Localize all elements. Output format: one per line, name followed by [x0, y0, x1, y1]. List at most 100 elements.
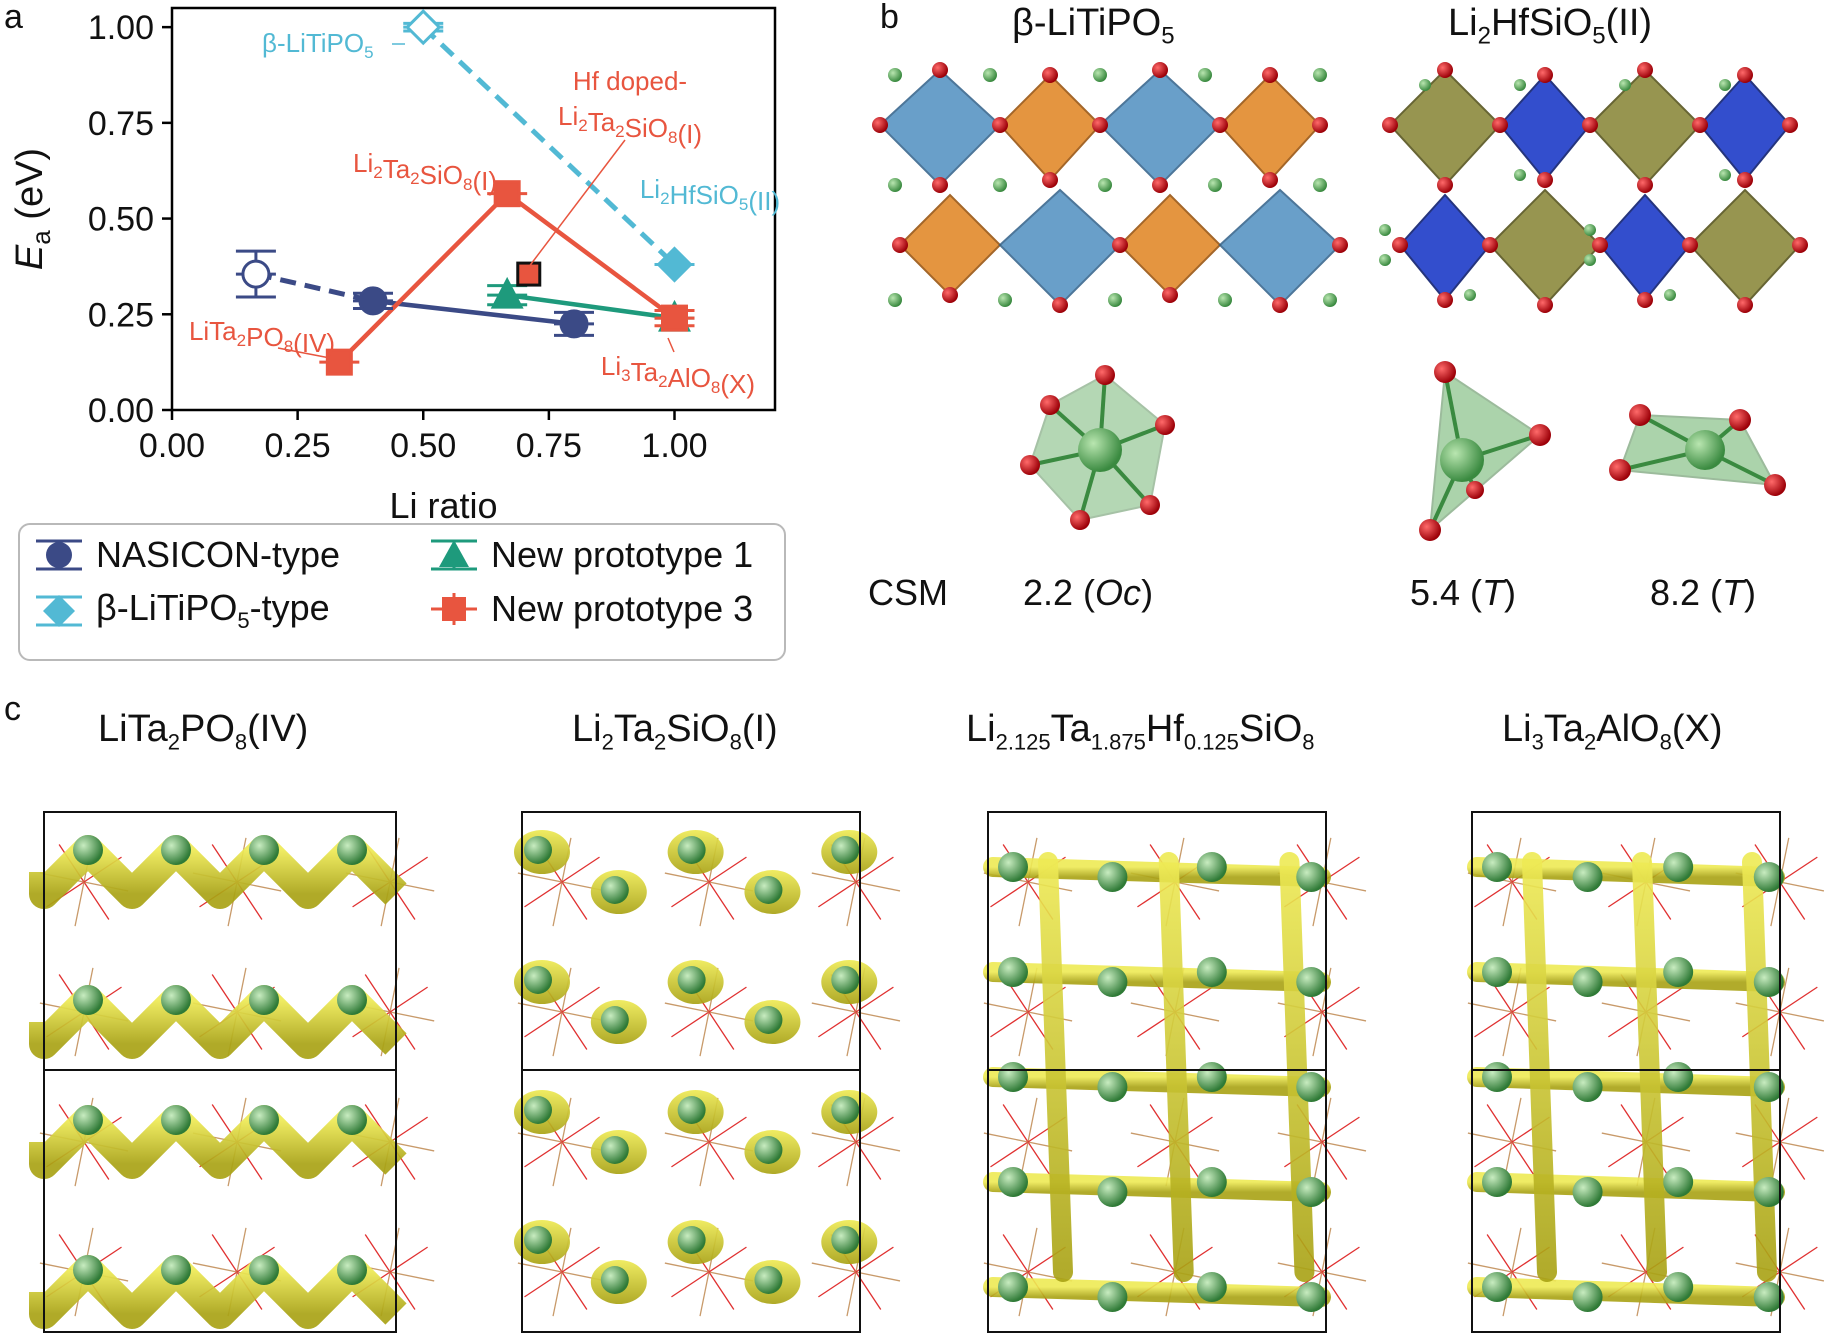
bond-line	[1321, 1271, 1367, 1282]
bond-line	[671, 1141, 710, 1168]
unit-cell-box	[987, 811, 1327, 1333]
bond-line	[1312, 1011, 1323, 1057]
bond-line	[818, 1271, 857, 1298]
li-isosurface-panels	[29, 811, 1825, 1333]
bond-line	[855, 856, 894, 883]
li-atom	[831, 1226, 860, 1254]
bond-line	[708, 986, 747, 1013]
csm-label: CSM	[868, 572, 948, 613]
li2hfsio5-structure	[1379, 62, 1808, 313]
li-atom	[73, 1105, 103, 1135]
li-atom	[1296, 967, 1327, 997]
annotation-leader	[277, 347, 331, 359]
li-isosurface	[1467, 1067, 1785, 1097]
polyhedra-structures	[872, 62, 1808, 313]
bond-line	[1779, 986, 1818, 1013]
bond-line	[699, 1141, 710, 1187]
bond-line	[1620, 1234, 1647, 1273]
bond-line	[818, 881, 857, 908]
li-atom	[600, 876, 629, 904]
bond-line	[1779, 967, 1790, 1013]
series-line	[372, 298, 575, 327]
li-atom	[1572, 862, 1603, 892]
unit-cell-box	[43, 811, 397, 1333]
bond-line	[389, 1271, 435, 1282]
li-isosurface	[1632, 852, 1667, 1282]
li-isosurface	[1158, 852, 1194, 1282]
legend-label-proto1: New prototype 1	[491, 534, 754, 575]
bond-line	[1027, 1227, 1038, 1273]
bond-line	[517, 1002, 563, 1013]
li-atom	[754, 1136, 783, 1164]
li-atom	[1482, 1272, 1512, 1302]
legend-label-proto3: New prototype 3	[491, 588, 754, 629]
legend-item-proto1: New prototype 1	[425, 533, 753, 577]
li-atom	[1753, 862, 1784, 892]
bond-line	[389, 1011, 435, 1022]
bond-line	[1779, 881, 1825, 892]
bond-line	[561, 1116, 600, 1143]
li-isosurface	[29, 985, 407, 1059]
bond-line	[1511, 1227, 1522, 1273]
marker-circle	[559, 309, 589, 339]
li-atom	[524, 836, 552, 864]
bond-line	[811, 1132, 857, 1143]
csm-value-octahedral: 2.2 (Oc)	[1023, 572, 1154, 613]
li-atom	[249, 1255, 279, 1285]
chart-legend: NASICON-type β-LiTiPO5-type New prototyp…	[18, 523, 786, 661]
li-atom	[600, 1006, 629, 1034]
bond-line	[708, 1271, 735, 1310]
legend-label-nasicon: NASICON-type	[96, 534, 341, 575]
series-line-dashed	[421, 25, 677, 267]
li-atom	[524, 1096, 552, 1124]
li-atom	[524, 1226, 552, 1254]
bond-line	[1002, 1104, 1029, 1143]
y-tick-label: 0.50	[88, 201, 154, 239]
bond-line	[1779, 1097, 1790, 1143]
isosurface-panel-1	[29, 811, 435, 1333]
bond-line	[236, 1227, 247, 1273]
bond-line	[1779, 1227, 1790, 1273]
li-atom	[998, 1272, 1028, 1302]
bond-line	[517, 1262, 563, 1273]
marker-square	[325, 348, 353, 376]
li-atom	[1196, 1272, 1227, 1302]
bond-line	[1467, 1132, 1513, 1143]
li-atom	[998, 957, 1028, 987]
bond-line	[1474, 1141, 1513, 1168]
annotation-hf-doped: Hf doped-	[573, 66, 687, 96]
bond-line	[671, 1011, 710, 1038]
bond-line	[1620, 1104, 1647, 1143]
bond-line	[855, 881, 901, 892]
bond-line	[517, 1132, 563, 1143]
li-isosurface	[1467, 1277, 1785, 1307]
x-tick-label: 1.00	[641, 427, 707, 465]
li-atom	[1097, 1177, 1128, 1207]
bond-line	[74, 881, 85, 927]
marker-square-hf-doped	[516, 261, 542, 287]
marker-diamond	[405, 9, 442, 46]
li-atom	[600, 1136, 629, 1164]
li-isosurface	[983, 1172, 1331, 1202]
bond-line	[1486, 1234, 1513, 1273]
li-atom	[1296, 1282, 1327, 1312]
bond-line	[561, 881, 588, 920]
bond-line	[846, 881, 857, 927]
bond-line	[1770, 881, 1781, 927]
panel-letter-a: a	[4, 0, 23, 36]
li-atom	[337, 835, 367, 865]
x-tick-label: 0.00	[139, 427, 205, 465]
li-isosurface	[1467, 1172, 1785, 1202]
bond-line	[1174, 881, 1220, 892]
li-isosurface	[1038, 852, 1073, 1282]
bond-line	[1601, 1132, 1647, 1143]
bond-line	[990, 1011, 1029, 1038]
li-atom	[754, 1006, 783, 1034]
li-atom	[1572, 967, 1603, 997]
li-atom	[249, 1105, 279, 1135]
li-atom	[677, 836, 706, 864]
x-tick-label: 0.25	[265, 427, 331, 465]
bond-line	[1467, 1002, 1513, 1013]
legend-marker-square	[431, 593, 477, 625]
bond-line	[811, 872, 857, 883]
